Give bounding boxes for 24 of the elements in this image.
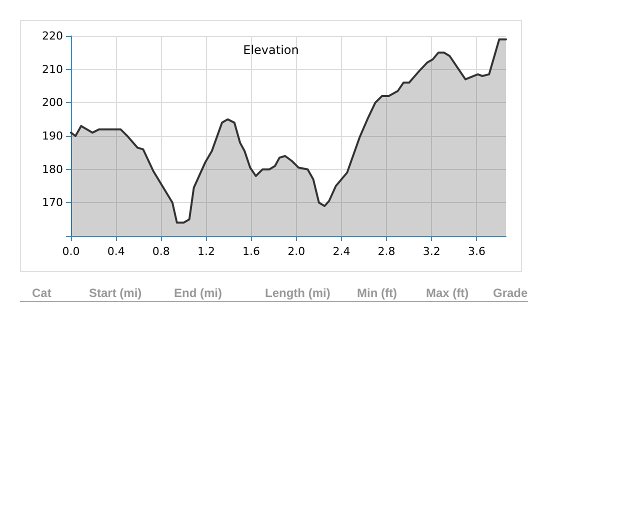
x-tick-label: 2.8 [378, 245, 396, 258]
text: Elevation [243, 43, 299, 57]
category-label: Start (mi) [89, 286, 142, 300]
x-tick-label: 0.0 [62, 245, 80, 258]
x-tick-label: 0.4 [107, 245, 125, 258]
x-tick-label: 1.6 [242, 245, 260, 258]
x-tick-label: 0.8 [152, 245, 170, 258]
x-tick-label: 1.2 [197, 245, 215, 258]
category-label: Min (ft) [357, 286, 397, 300]
category-label: Cat [32, 286, 52, 300]
category-label: Max (ft) [426, 286, 469, 300]
y-tick-label: 180 [42, 162, 63, 176]
y-tick-label: 190 [42, 130, 63, 142]
y-tick-label: 210 [42, 62, 63, 76]
category-label: Grade [493, 286, 528, 300]
category-label: End (mi) [174, 286, 222, 300]
x-tick-label: 2.4 [332, 245, 350, 258]
x-tick-label: 2.0 [288, 245, 306, 258]
category-label: Length (mi) [265, 286, 330, 300]
y-tick-label: 200 [42, 96, 63, 110]
x-tick-label: 3.2 [422, 245, 440, 258]
y-tick-label: 170 [42, 196, 63, 210]
x-tick-label: 3.6 [468, 245, 486, 258]
y-tick-label: 220 [42, 30, 63, 42]
